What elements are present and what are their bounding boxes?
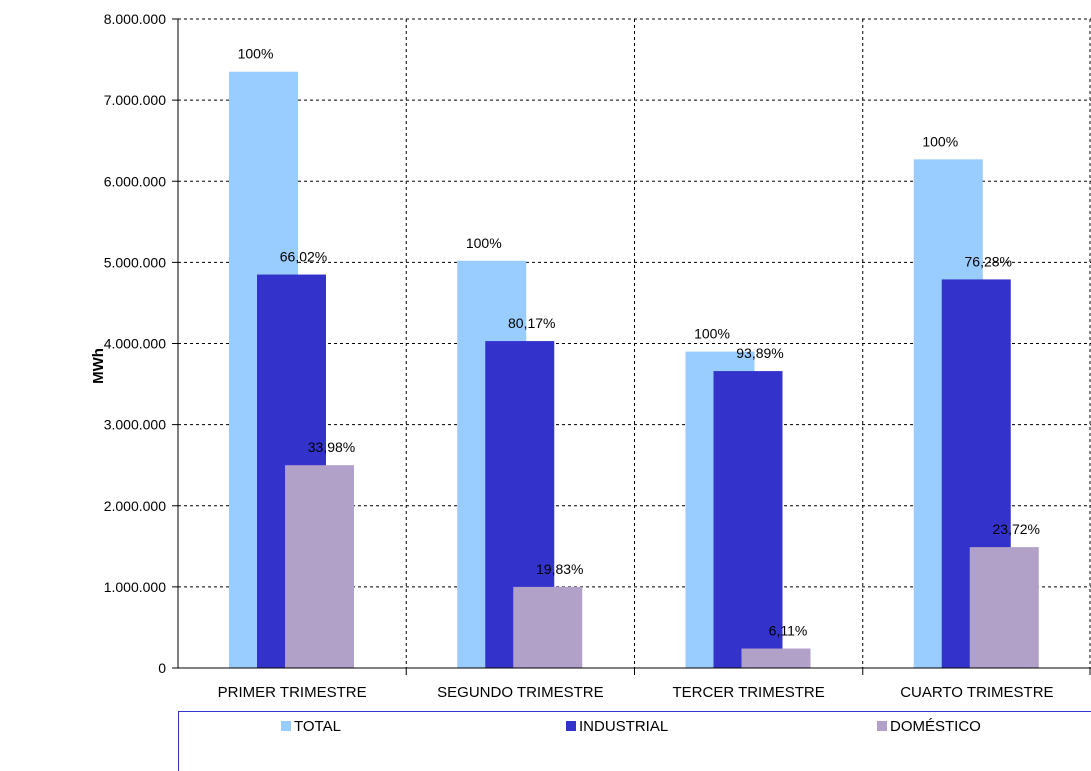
x-tick-label-3: CUARTO TRIMESTRE — [900, 684, 1053, 701]
x-tick-label-1: SEGUNDO TRIMESTRE — [437, 684, 603, 701]
data-label-doméstico-3: 23,72% — [993, 521, 1040, 537]
bar-doméstico-1 — [513, 586, 583, 668]
data-label-total-3: 100% — [922, 133, 958, 149]
legend-label-total: TOTAL — [294, 718, 341, 735]
data-label-doméstico-0: 33,98% — [308, 439, 355, 455]
data-label-total-0: 100% — [238, 46, 274, 62]
y-tick-label-6: 6.000.000 — [104, 173, 166, 189]
data-label-industrial-1: 80,17% — [508, 315, 555, 331]
y-tick-label-7: 7.000.000 — [104, 92, 166, 108]
data-label-total-2: 100% — [694, 326, 730, 342]
bars — [229, 71, 1039, 668]
data-labels: 100% 66,02% 33,98% 100% 80,17% 19,83% 100% 93,8… — [238, 46, 1040, 639]
data-label-industrial-0: 66,02% — [280, 249, 327, 265]
legend-label-doméstico: DOMÉSTICO — [890, 718, 981, 735]
legend-label-industrial: INDUSTRIAL — [579, 718, 668, 735]
legend-box — [178, 711, 1091, 771]
axes: 0 1.000.000 2.000.000 3.000.000 4.000.000 5.0… — [104, 11, 1091, 701]
bar-doméstico-0 — [285, 465, 354, 668]
x-tick-label-2: TERCER TRIMESTRE — [673, 684, 825, 701]
data-label-doméstico-1: 19,83% — [536, 561, 583, 577]
y-tick-label-1: 1.000.000 — [104, 579, 166, 595]
legend-swatch-total — [281, 721, 291, 731]
legend-swatch-industrial — [566, 721, 576, 731]
y-tick-label-3: 3.000.000 — [104, 417, 166, 433]
data-label-industrial-3: 76,28% — [965, 253, 1012, 269]
bar-industrial-2 — [713, 371, 783, 668]
y-tick-label-4: 4.000.000 — [104, 336, 166, 352]
y-tick-label-0: 0 — [158, 660, 166, 676]
legend: TOTAL INDUSTRIAL DOMÉSTICO — [178, 711, 1091, 771]
y-axis-title: MWh — [90, 348, 107, 384]
y-tick-label-2: 2.000.000 — [104, 498, 166, 514]
legend-swatch-doméstico — [877, 721, 887, 731]
data-label-total-1: 100% — [466, 235, 502, 251]
data-label-doméstico-2: 6,11% — [769, 623, 808, 639]
data-label-industrial-2: 93,89% — [736, 345, 783, 361]
y-tick-label-8: 8.000.000 — [104, 11, 166, 27]
y-tick-label-5: 5.000.000 — [104, 254, 166, 270]
x-tick-label-0: PRIMER TRIMESTRE — [218, 684, 367, 701]
bar-doméstico-3 — [969, 547, 1039, 668]
bar-doméstico-2 — [741, 648, 811, 668]
